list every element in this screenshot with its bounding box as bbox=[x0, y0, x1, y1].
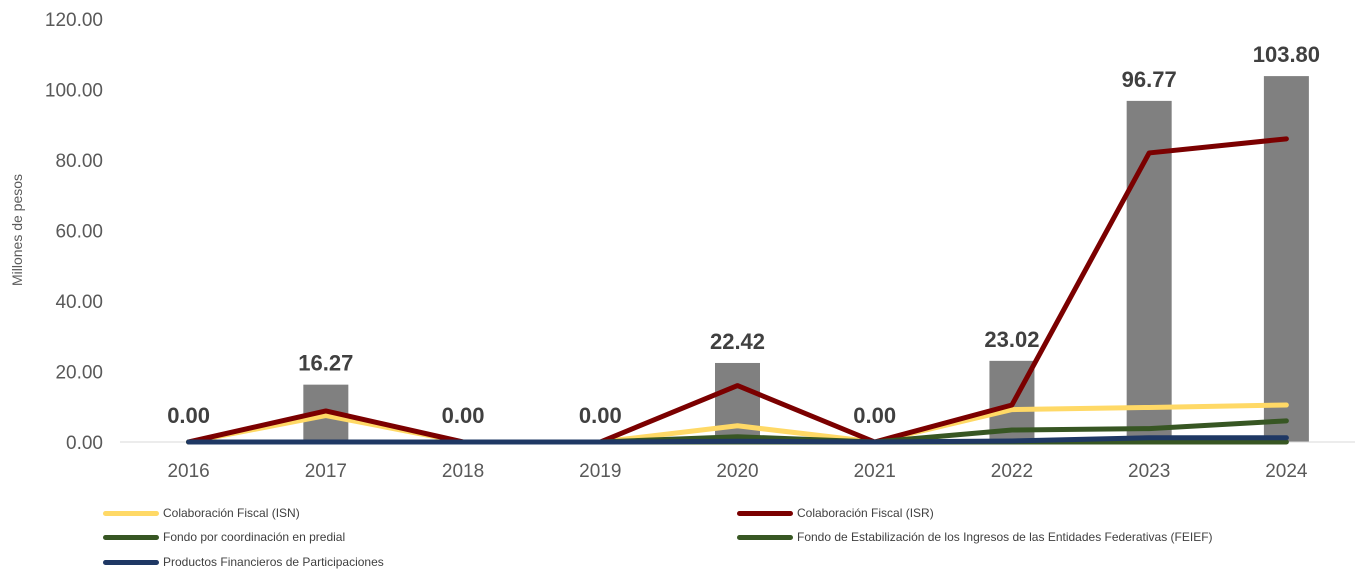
x-tick-label: 2023 bbox=[1128, 461, 1170, 482]
y-tick-label: 20.00 bbox=[55, 363, 103, 384]
bar-series bbox=[303, 76, 1309, 443]
bar-data-label: 103.80 bbox=[1253, 42, 1320, 67]
x-tick-label: 2022 bbox=[991, 461, 1033, 482]
y-tick-label: 120.00 bbox=[45, 10, 103, 31]
line-series bbox=[186, 136, 1289, 445]
bar-data-label: 23.02 bbox=[984, 327, 1039, 352]
x-tick-label: 2017 bbox=[305, 461, 347, 482]
y-axis-label: Millones de pesos bbox=[9, 174, 25, 286]
x-tick-label: 2016 bbox=[167, 461, 209, 482]
series-line bbox=[186, 402, 1289, 445]
y-tick-label: 0.00 bbox=[66, 433, 103, 454]
y-tick-label: 80.00 bbox=[55, 151, 103, 172]
x-tick-label: 2024 bbox=[1265, 461, 1308, 482]
bar-data-labels: 0.00 16.27 0.00 0.00 22.42 0.00 23.02 96.77 103.… bbox=[167, 42, 1320, 428]
y-axis: 0.00 20.00 40.00 60.00 80.00 100.00 120.00 bbox=[45, 10, 103, 454]
series-line bbox=[186, 435, 1289, 445]
bar-data-label: 0.00 bbox=[853, 403, 896, 428]
x-tick-label: 2018 bbox=[442, 461, 484, 482]
bar-data-label: 0.00 bbox=[167, 403, 210, 428]
x-tick-label: 2020 bbox=[716, 461, 758, 482]
y-tick-label: 40.00 bbox=[55, 292, 103, 313]
bar-data-label: 96.77 bbox=[1122, 67, 1177, 92]
x-tick-label: 2021 bbox=[854, 461, 896, 482]
series-line bbox=[186, 136, 1289, 445]
y-tick-label: 60.00 bbox=[55, 222, 103, 243]
x-axis: 2016 2017 2018 2019 2020 2021 2022 2023 2024 bbox=[167, 461, 1307, 482]
bar-data-label: 0.00 bbox=[442, 403, 485, 428]
bar-data-label: 16.27 bbox=[298, 351, 353, 376]
bar-data-label: 0.00 bbox=[579, 403, 622, 428]
x-tick-label: 2019 bbox=[579, 461, 621, 482]
bar-data-label: 22.42 bbox=[710, 329, 765, 354]
y-tick-label: 100.00 bbox=[45, 81, 103, 102]
bar bbox=[1263, 76, 1309, 442]
